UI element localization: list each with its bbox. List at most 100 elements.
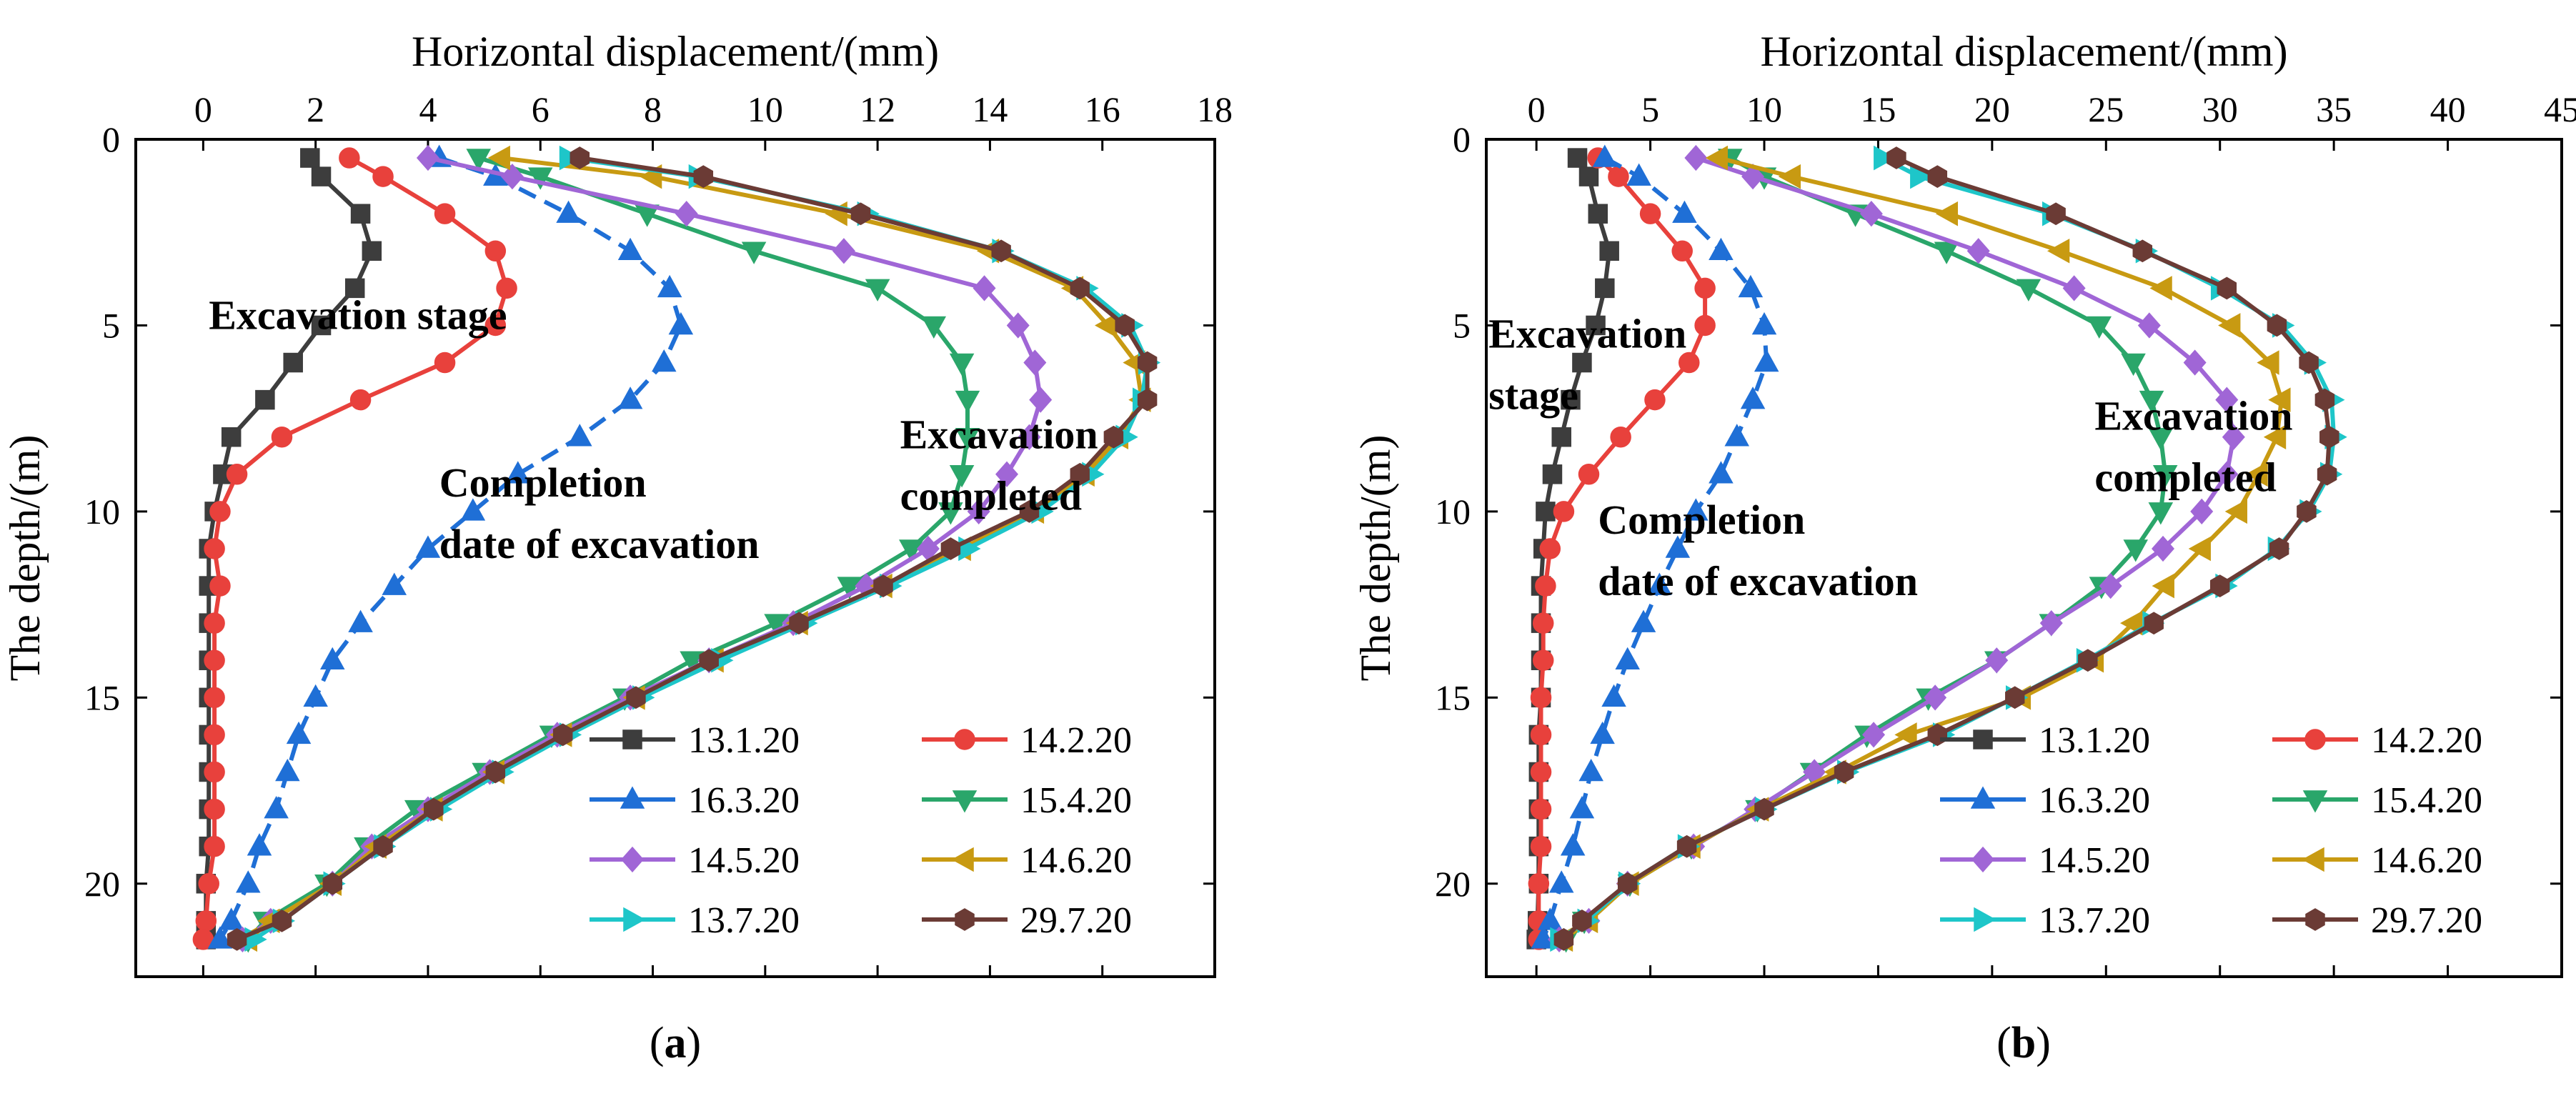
legend-label-16-3-20-b: 16.3.20 (2039, 780, 2150, 821)
data-point-14-2-20-b-10 (1553, 501, 1575, 522)
data-point-16-3-20-a-18 (264, 796, 289, 819)
data-point-29-7-20-a-5 (1115, 314, 1135, 337)
data-point-14-2-20-b-19 (1530, 835, 1552, 857)
data-point-14-6-20-b-5 (2218, 313, 2241, 338)
data-point-13-1-20-a-6 (283, 352, 303, 373)
data-point-16-3-20-b-18 (1569, 796, 1595, 819)
data-point-16-3-20-b-4 (1738, 274, 1764, 298)
data-point-16-3-20-b-2 (1672, 200, 1697, 223)
data-point-14-2-20-a-18 (204, 798, 225, 820)
data-point-14-2-20-b-14 (1532, 649, 1554, 671)
data-point-13-1-20-b-9 (1542, 464, 1563, 484)
data-point-29-7-20-a-9 (1070, 462, 1090, 486)
legend-marker-29-7-20-a (955, 908, 975, 931)
data-point-16-3-20-a-15 (303, 684, 328, 707)
data-point-14-6-20-b-9 (2245, 462, 2268, 487)
data-point-14-6-20-b-7 (2268, 387, 2291, 412)
data-point-13-1-20-a-2 (350, 204, 371, 224)
series-14-2-20-b (1528, 147, 1716, 950)
y-tick-label-a-2: 10 (84, 492, 120, 532)
series-29-7-20-b (1553, 146, 2339, 951)
data-point-14-2-20-b-1 (1608, 166, 1629, 187)
data-point-29-7-20-a-3 (991, 239, 1011, 263)
annotation-b-2: Excavation completed (2094, 392, 2292, 500)
data-point-14-5-20-a-4 (973, 275, 996, 302)
y-tick-label-b-0: 0 (1453, 119, 1471, 159)
y-axis-title-b: The depth/(m) (1352, 435, 1399, 682)
data-point-16-3-20-b-19 (1560, 833, 1586, 856)
data-point-16-3-20-a-17 (275, 758, 300, 782)
legend-marker-15-4-20-b (2302, 790, 2328, 813)
data-point-14-2-20-b-2 (1639, 203, 1661, 224)
legend-marker-13-7-20-b (1974, 907, 1996, 932)
data-point-14-6-20-b-3 (2047, 238, 2070, 264)
data-point-15-4-20-a-3 (741, 241, 767, 264)
legend-label-15-4-20-a: 15.4.20 (1020, 780, 1132, 821)
data-point-14-6-20-b-16 (1894, 722, 1917, 747)
data-point-14-5-20-b-14 (1985, 647, 2009, 674)
data-point-14-5-20-b-5 (2137, 312, 2161, 339)
data-point-29-7-20-b-10 (2297, 500, 2317, 523)
data-point-16-3-20-b-20 (1548, 870, 1574, 893)
data-point-16-3-20-a-19 (247, 833, 272, 856)
data-point-14-5-20-a-7 (1029, 387, 1053, 413)
data-point-16-3-20-a-4 (657, 274, 682, 298)
data-point-14-2-20-a-10 (209, 501, 231, 522)
legend-a: 13.1.20 14.2.20 16.3.20 15.4.20 14.5.20 14.6.… (590, 720, 1132, 941)
data-point-29-7-20-a-4 (1070, 277, 1090, 300)
series-16-3-20-a (207, 144, 694, 949)
data-point-14-5-20-b-2 (1859, 201, 1883, 227)
data-point-16-3-20-b-1 (1626, 163, 1651, 186)
series-16-3-20-b (1531, 144, 1779, 949)
data-point-29-7-20-b-16 (1927, 723, 1948, 747)
series-line-13-1-20-a (204, 156, 374, 940)
series-13-7-20-b (1550, 145, 2347, 952)
data-point-14-5-20-b-15 (1924, 684, 1947, 711)
data-point-16-3-20-a-2 (556, 200, 581, 223)
data-point-14-2-20-b-12 (1535, 575, 1556, 597)
data-point-14-2-20-a-7 (349, 389, 372, 411)
data-point-16-3-20-b-17 (1578, 758, 1603, 782)
legend-marker-16-3-20-b (1970, 786, 1996, 809)
series-line-16-3-20-b (1541, 156, 1769, 940)
data-point-16-3-20-a-14 (319, 647, 345, 669)
x-tick-label-b-7: 35 (2316, 89, 2352, 129)
data-point-16-3-20-b-9 (1709, 461, 1734, 484)
data-point-14-6-20-b-6 (2257, 350, 2279, 375)
data-point-14-2-20-b-13 (1532, 612, 1554, 634)
data-point-16-3-20-b-3 (1709, 237, 1734, 261)
data-point-29-7-20-a-20 (322, 872, 343, 895)
legend-item-14-5-20-a: 14.5.20 (590, 840, 800, 881)
data-point-15-4-20-a-9 (949, 465, 975, 488)
data-point-15-4-20-b-4 (2016, 279, 2042, 302)
data-point-14-2-20-b-16 (1530, 724, 1552, 746)
data-point-29-7-20-a-2 (850, 202, 871, 226)
legend-marker-14-5-20-b (1971, 846, 1995, 873)
data-point-14-2-20-a-6 (434, 352, 456, 374)
data-point-15-4-20-a-11 (899, 539, 924, 562)
data-point-13-1-20-a-4 (344, 278, 365, 299)
data-point-29-7-20-b-12 (2209, 574, 2230, 597)
data-point-14-2-20-b-20 (1528, 873, 1550, 895)
data-point-14-6-20-b-10 (2224, 499, 2247, 524)
data-point-13-1-20-b-6 (1572, 352, 1592, 373)
data-point-16-3-20-a-22 (207, 926, 233, 949)
x-tick-label-a-3: 6 (532, 89, 549, 129)
y-tick-label-a-0: 0 (102, 119, 120, 159)
legend-marker-14-6-20-a (951, 847, 974, 872)
data-point-15-4-20-a-1 (527, 167, 553, 190)
data-point-29-7-20-a-7 (1137, 388, 1158, 412)
data-point-29-7-20-a-12 (873, 574, 893, 597)
data-point-13-1-20-b-2 (1588, 204, 1608, 224)
data-point-14-5-20-b-16 (1862, 722, 1886, 748)
data-point-14-5-20-b-11 (2152, 535, 2175, 562)
annotation-a-2: Excavation completed (900, 411, 1098, 519)
series-14-2-20-a (192, 147, 517, 950)
data-point-14-5-20-b-12 (2099, 572, 2122, 599)
data-point-14-6-20-b-4 (2149, 276, 2172, 301)
y-tick-label-b-4: 20 (1435, 864, 1471, 904)
legend-item-15-4-20-a: 15.4.20 (922, 780, 1132, 821)
data-point-14-2-20-b-15 (1530, 687, 1552, 709)
data-point-14-6-20-b-2 (1935, 201, 1959, 226)
data-point-29-7-20-a-19 (373, 835, 393, 858)
